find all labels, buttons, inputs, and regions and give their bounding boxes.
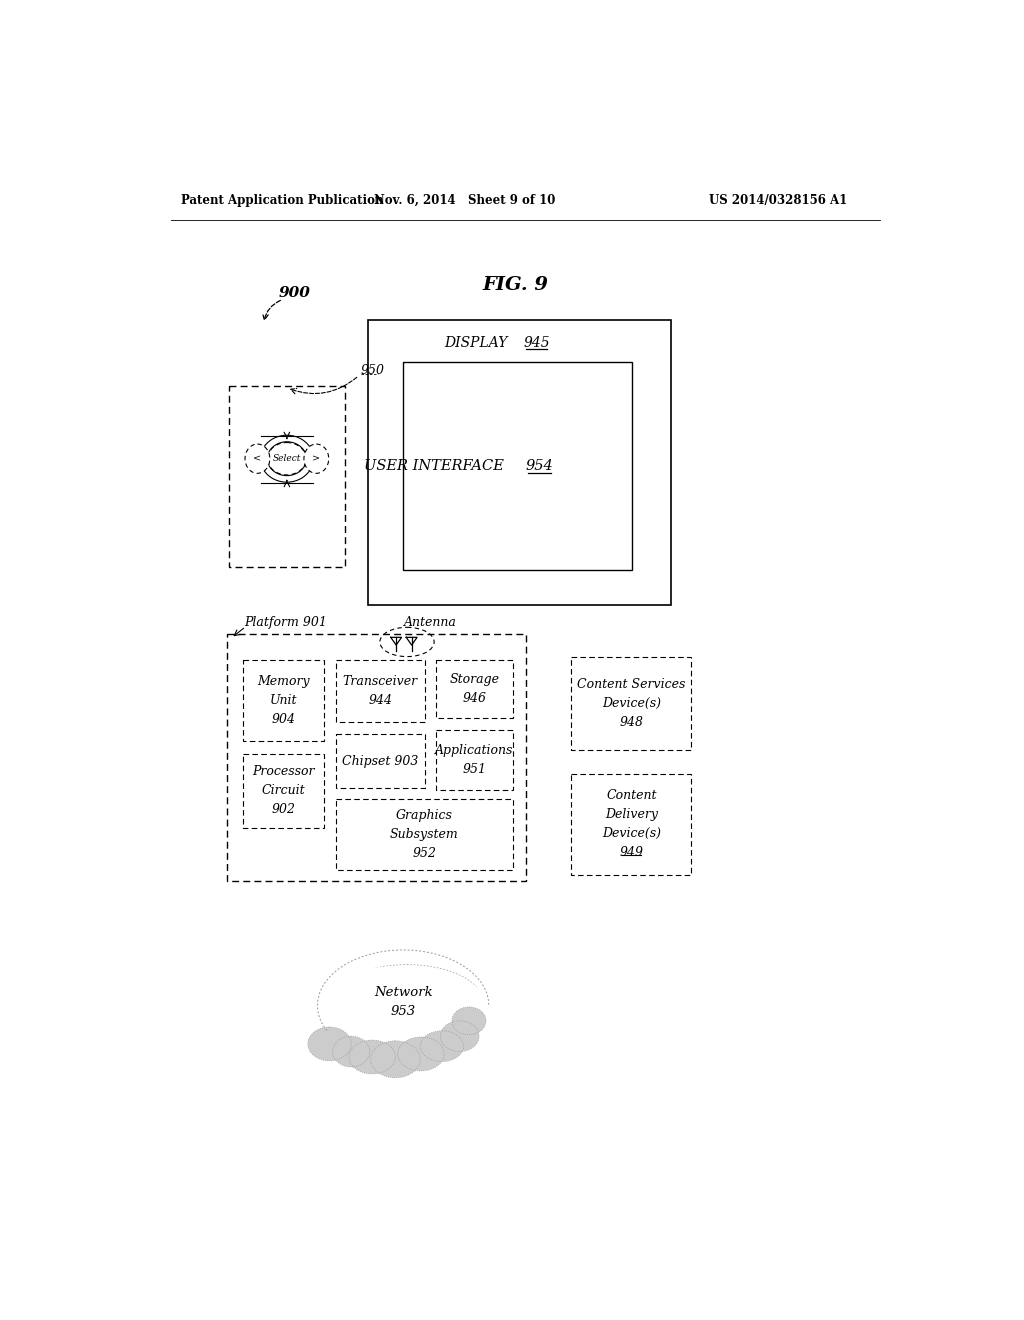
Ellipse shape — [452, 1007, 486, 1035]
Text: Nov. 6, 2014   Sheet 9 of 10: Nov. 6, 2014 Sheet 9 of 10 — [375, 194, 556, 207]
Ellipse shape — [267, 442, 306, 475]
Text: DISPLAY: DISPLAY — [443, 337, 512, 350]
Ellipse shape — [308, 1027, 351, 1061]
Text: Transceiver
944: Transceiver 944 — [343, 676, 418, 708]
Text: 900: 900 — [280, 286, 311, 300]
Text: US 2014/0328156 A1: US 2014/0328156 A1 — [710, 194, 848, 207]
Text: 945: 945 — [523, 337, 550, 350]
Text: Content Services
Device(s)
948: Content Services Device(s) 948 — [578, 678, 685, 729]
Text: Storage
946: Storage 946 — [450, 673, 500, 705]
Ellipse shape — [333, 1036, 370, 1067]
Text: Applications
951: Applications 951 — [435, 743, 514, 776]
Ellipse shape — [397, 1038, 444, 1071]
Text: Patent Application Publication: Patent Application Publication — [180, 194, 383, 207]
Bar — [243, 660, 324, 742]
Text: 954: 954 — [525, 459, 553, 474]
Bar — [435, 660, 513, 718]
Text: Network
953: Network 953 — [374, 986, 432, 1018]
Bar — [571, 657, 691, 750]
Text: Processor
Circuit
902: Processor Circuit 902 — [252, 766, 314, 817]
Bar — [403, 363, 632, 570]
Text: Graphics
Subsystem
952: Graphics Subsystem 952 — [390, 809, 459, 859]
Bar — [571, 775, 691, 874]
Text: Memory
Unit
904: Memory Unit 904 — [257, 676, 309, 726]
Text: Select: Select — [272, 454, 301, 463]
Ellipse shape — [245, 444, 270, 474]
Text: 950: 950 — [360, 363, 384, 376]
Ellipse shape — [332, 965, 482, 1039]
Text: <: < — [253, 454, 261, 463]
Bar — [227, 635, 525, 880]
Text: USER INTERFACE: USER INTERFACE — [364, 459, 508, 474]
Text: Platform 901: Platform 901 — [245, 616, 327, 630]
Ellipse shape — [440, 1020, 479, 1052]
Ellipse shape — [349, 1040, 395, 1074]
Bar — [243, 755, 324, 828]
Ellipse shape — [371, 1040, 420, 1077]
Text: FIG. 9: FIG. 9 — [482, 276, 549, 294]
Bar — [228, 385, 345, 566]
Bar — [336, 734, 425, 788]
Text: Antenna: Antenna — [403, 616, 457, 630]
Ellipse shape — [420, 1031, 464, 1061]
Ellipse shape — [304, 444, 329, 474]
Bar — [435, 730, 513, 789]
Text: >: > — [312, 454, 321, 463]
Bar — [336, 660, 425, 722]
Text: Content
Delivery
Device(s)
949: Content Delivery Device(s) 949 — [602, 789, 660, 859]
Bar — [369, 321, 671, 605]
Text: Chipset 903: Chipset 903 — [342, 755, 419, 768]
Ellipse shape — [308, 966, 489, 1052]
Bar — [336, 799, 513, 870]
